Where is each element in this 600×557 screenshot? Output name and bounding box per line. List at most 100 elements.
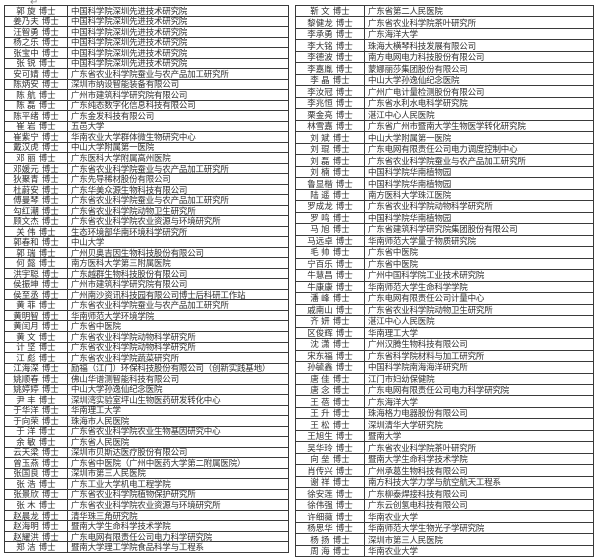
table-row: 戚南山 博士 广东省农业科学院动物卫生研究所 (296, 303, 593, 316)
organization-name: 中国科学院深圳先进技术研究院 (71, 6, 188, 16)
name-cell: 于华洋 博士 (5, 406, 68, 416)
degree-label: 博士 (38, 152, 56, 163)
person-name: 周 海 (310, 546, 330, 557)
person-name: 安可婧 (13, 68, 39, 79)
person-name: 郭 瑞 (16, 247, 36, 258)
person-name: 陈平绪 (13, 110, 39, 121)
name-cell: 徐伟强 博士 (296, 499, 365, 511)
table-row: 戴汉虎 博士 中山大学附属第一医院 (5, 141, 288, 153)
name-cell: 靳 文博士 (296, 6, 365, 17)
name-cell: 鲁显楷 博士 (296, 178, 365, 189)
person-name: 侯至丞 (13, 289, 39, 300)
person-name: 杨思华 (307, 523, 333, 534)
organization-name: 广东电网有限责任公司电力科学研究院 (71, 531, 213, 542)
name-cell: 宋东福 博士 (296, 350, 365, 362)
organization-name: 广东省水利水电科学研究院 (368, 98, 468, 109)
organization-name: 广东柳泰焊接科技有限公司 (368, 488, 468, 499)
name-cell: 曾玉燕 博士 (5, 458, 68, 468)
table-row: 李兆恒 博士 广东省水利水电科学研究院 (296, 96, 593, 109)
organization-name: 湛江中心人民医院 (368, 109, 435, 120)
name-cell: 李 晶博士 (296, 74, 365, 86)
person-name: 傅曼琴 (13, 195, 39, 205)
person-name: 余 敏 (16, 436, 36, 447)
degree-label: 博士 (41, 521, 59, 531)
name-cell: 郭 瑞博士 (5, 248, 68, 258)
organization-name: 珠海大横琴科技发展有限公司 (368, 40, 476, 51)
person-name: 吴华玲 (307, 442, 333, 453)
person-name: 宋东福 (307, 350, 333, 361)
person-name: 向 垒 (310, 454, 330, 465)
person-name: 计 坚 (16, 342, 36, 353)
person-name: 云天梁 (13, 447, 39, 458)
degree-label: 博士 (335, 63, 353, 74)
table-row: 唐 佳博士 江门市妇幼保健院 (296, 372, 593, 384)
person-name: 郑 洁 (16, 542, 36, 552)
organization-name: 暨南大学生命科学技术学院 (368, 454, 468, 465)
person-name: 罗 鸣 (310, 212, 330, 223)
table-row: 陈平绪 博士 广东金发科技有限公司 (5, 110, 288, 121)
name-cell: 张 木博士 (5, 500, 68, 510)
person-name: 崔紫宁 (13, 131, 39, 142)
table-row: 杨 扬博士 深圳市第三人民医院 (296, 533, 593, 545)
organization-name: 深圳湾实验室坪山生物医药研发转化中心 (71, 395, 221, 405)
table-row: 张国良 博士 深圳市第三人民医院 (5, 467, 288, 479)
organization-name: 深圳市纳设智能装备有限公司 (71, 79, 179, 90)
person-name: 于华洋 (13, 405, 39, 416)
organization-name: 广东先导稀材股份有限公司 (71, 174, 171, 184)
name-cell: 罗成龙 博士 (296, 201, 365, 212)
person-name: 姜乃夫 (13, 16, 39, 27)
name-cell: 汪智勇 博士 (5, 27, 68, 37)
table-row: 肖传兴 博士 广州承葛生物科技有限公司 (296, 464, 593, 476)
degree-label: 博士 (335, 52, 353, 63)
name-cell: 孙毓鑫 博士 (296, 362, 365, 373)
organization-name: 深圳市第三人民医院 (368, 534, 443, 545)
organization-name: 广东省中医院 (368, 247, 418, 258)
organization-name: 珠海格力电器股份有限公司 (368, 408, 468, 419)
table-row: 江海深 博士 励福（江门）环保科技股份有限公司（创新实践基地） (5, 362, 288, 374)
table-row: 郭 瑞博士 广州贝奥吉因生物科技股份有限公司 (5, 246, 288, 258)
table-row: 陆 遥博士 南方医科大学珠江医院 (296, 188, 593, 201)
table-row: 汪智勇 博士 中国科学院深圳先进技术研究院 (5, 26, 288, 37)
person-name: 杨之乐 (13, 37, 39, 48)
person-name: 郭春和 (13, 237, 39, 247)
degree-label: 博士 (335, 488, 353, 499)
organization-name: 广州中国科学院工业技术研究院 (368, 270, 485, 281)
name-cell: 栗金亮 博士 (296, 109, 365, 120)
organization-name: 中国科学院南海海洋研究所 (368, 362, 468, 373)
table-row: 黄 菲博士 广东省农业科学院蚕业与农产品加工研究所 (5, 299, 288, 310)
organization-name: 广东省农业科学院动物科学研究所 (368, 201, 493, 212)
degree-label: 博士 (38, 6, 56, 16)
degree-label: 博士 (38, 121, 56, 132)
person-name: 李 晶 (310, 75, 330, 86)
name-cell: 罗 鸣博士 (296, 212, 365, 224)
table-row: 罗 鸣博士 中国科学院华南植物园 (296, 211, 593, 224)
name-cell: 牛慧昌 博士 (296, 270, 365, 281)
person-name: 汪智勇 (13, 26, 39, 37)
person-name: 刘 楠 (310, 167, 330, 178)
name-cell: 计 坚博士 (5, 342, 68, 353)
table-row: 姚顺春 博士 佛山华谱测智能科技有限公司 (5, 373, 288, 384)
organization-name: 广东省科学院材料与加工研究所 (368, 350, 485, 361)
name-cell: 齐 妍博士 (296, 316, 365, 327)
person-name: 何 懿 (16, 258, 36, 268)
name-cell: 黄 文博士 (5, 332, 68, 342)
organization-name: 广州市建筑科学研究院有限公司 (71, 90, 188, 100)
name-cell: 黄 菲博士 (5, 300, 68, 310)
table-row: 沈 潇博士 广州汉腾生物科技有限公司 (296, 338, 593, 350)
organization-name: 佛山华谱测智能科技有限公司 (71, 374, 179, 384)
degree-label: 博士 (335, 29, 353, 40)
organization-name: 中山大学孙逸仙纪念医院 (71, 384, 163, 395)
degree-label: 博士 (41, 110, 59, 121)
table-row: 赵耀洪 博士 广东电网有限责任公司电力科学研究院 (5, 530, 288, 542)
degree-label: 博士 (332, 144, 350, 155)
organization-name: 广东电网有限责任公司计量中心 (368, 293, 485, 304)
organization-name: 广东省农业科学院农业生物基因研究中心 (71, 426, 221, 437)
table-row: 王 升博士 珠海格力电器股份有限公司 (296, 406, 593, 419)
person-name: 曾玉燕 (13, 457, 39, 468)
name-cell: 张景欣 博士 (5, 490, 68, 500)
degree-label: 博士 (335, 17, 353, 28)
person-name: 林雪嘉 (307, 121, 333, 132)
degree-label: 博士 (38, 58, 56, 69)
name-cell: 李汝冠 博士 (296, 86, 365, 97)
